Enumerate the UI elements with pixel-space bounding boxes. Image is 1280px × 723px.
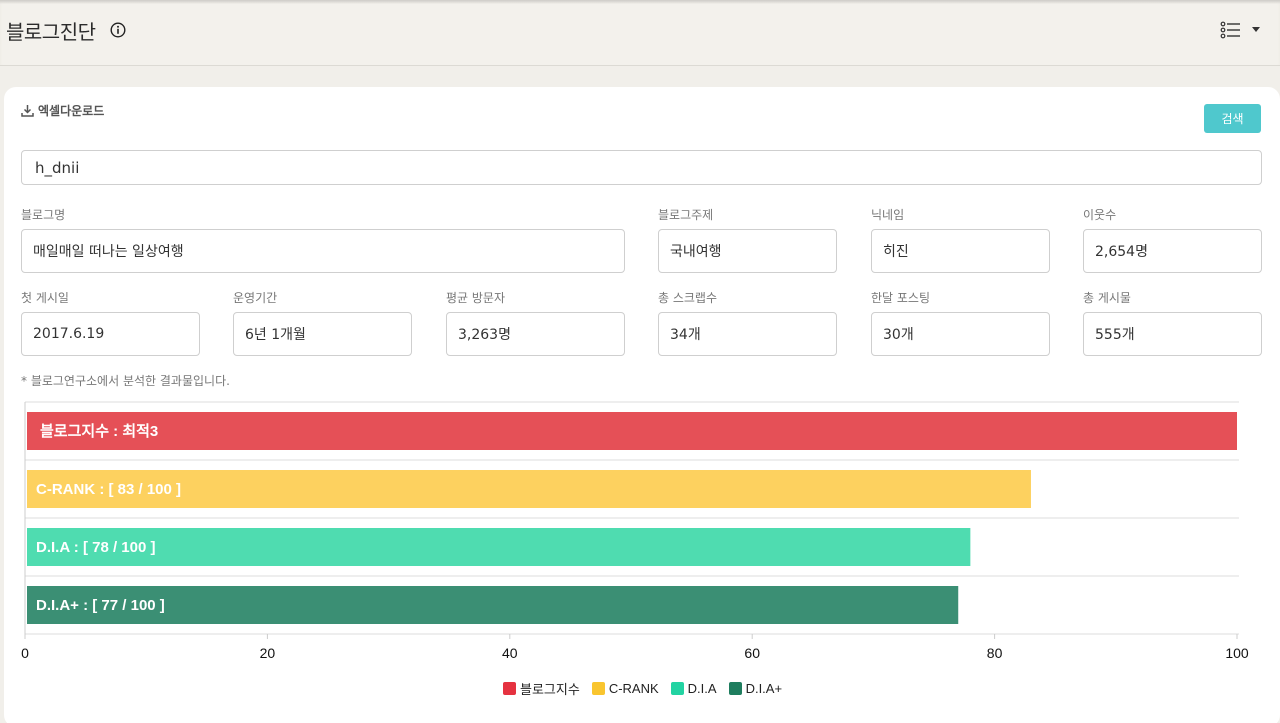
list-icon[interactable] bbox=[1220, 20, 1242, 40]
legend-label: D.I.A+ bbox=[745, 681, 783, 696]
bar-D.I.A+[interactable] bbox=[27, 586, 959, 624]
period-label: 운영기간 bbox=[233, 291, 278, 305]
download-icon bbox=[21, 105, 34, 117]
legend-label: 블로그지수 bbox=[520, 682, 580, 697]
first-post-label: 첫 게시일 bbox=[21, 291, 69, 305]
blog-name-field[interactable]: 매일매일 떠나는 일상여행 bbox=[21, 229, 625, 273]
avg-visitors-field[interactable]: 3,263명 bbox=[446, 312, 625, 356]
chart-svg: 블로그지수 : 최적3 C-RANK : [ 83 / 100 ] D.I.A : … bbox=[21, 401, 1249, 661]
legend-item[interactable]: 블로그지수 bbox=[503, 679, 580, 698]
legend-item[interactable]: C-RANK bbox=[591, 681, 659, 696]
chart-legend: 블로그지수 C-RANK D.I.A D.I.A+ bbox=[503, 679, 782, 698]
legend-label: C-RANK bbox=[608, 681, 659, 696]
x-tick-label: 60 bbox=[744, 645, 760, 661]
caret-down-icon[interactable] bbox=[1252, 27, 1260, 32]
total-posts-field[interactable]: 555개 bbox=[1083, 312, 1262, 356]
nickname-label: 닉네임 bbox=[871, 208, 905, 222]
bar-C-RANK[interactable] bbox=[27, 470, 1031, 508]
bar-D.I.A[interactable] bbox=[27, 528, 971, 566]
legend-label: D.I.A bbox=[687, 681, 717, 696]
x-tick-label: 40 bbox=[502, 645, 518, 661]
x-tick-label: 20 bbox=[260, 645, 276, 661]
legend-item[interactable]: D.I.A bbox=[670, 681, 717, 696]
legend-swatch bbox=[728, 682, 742, 695]
page-title: 블로그진단 bbox=[6, 20, 96, 44]
bar-label: D.I.A : [ 78 / 100 ] bbox=[36, 539, 155, 556]
x-tick-label: 0 bbox=[21, 645, 29, 661]
legend-swatch bbox=[670, 682, 684, 695]
top-shadow bbox=[0, 0, 1280, 4]
scraps-field[interactable]: 34개 bbox=[658, 312, 837, 356]
neighbors-label: 이웃수 bbox=[1083, 208, 1117, 222]
neighbors-field[interactable]: 2,654명 bbox=[1083, 229, 1262, 273]
excel-download-link[interactable]: 엑셀다운로드 bbox=[21, 102, 104, 119]
legend-swatch bbox=[591, 682, 605, 695]
search-button[interactable]: 검색 bbox=[1204, 104, 1261, 133]
bar-label: D.I.A+ : [ 77 / 100 ] bbox=[36, 597, 165, 614]
total-posts-label: 총 게시물 bbox=[1083, 291, 1131, 305]
monthly-posts-label: 한달 포스팅 bbox=[871, 291, 931, 305]
x-tick-label: 100 bbox=[1225, 645, 1249, 661]
bar-label: C-RANK : [ 83 / 100 ] bbox=[36, 481, 181, 498]
top-bar: 블로그진단 bbox=[0, 0, 1280, 66]
legend-swatch bbox=[503, 682, 516, 695]
blog-name-label: 블로그명 bbox=[21, 208, 66, 222]
scraps-label: 총 스크랩수 bbox=[658, 291, 718, 305]
monthly-posts-field[interactable]: 30개 bbox=[871, 312, 1050, 356]
blog-id-input[interactable] bbox=[21, 150, 1262, 185]
blog-topic-label: 블로그주제 bbox=[658, 208, 714, 222]
analysis-note: * 블로그연구소에서 분석한 결과물입니다. bbox=[21, 374, 230, 388]
blog-index-chart: 블로그지수 : 최적3 C-RANK : [ 83 / 100 ] D.I.A : … bbox=[0, 395, 1280, 705]
legend-item[interactable]: D.I.A+ bbox=[728, 681, 783, 696]
first-post-field[interactable]: 2017.6.19 bbox=[21, 312, 200, 356]
period-field[interactable]: 6년 1개월 bbox=[233, 312, 412, 356]
avg-visitors-label: 평균 방문자 bbox=[446, 291, 506, 305]
nickname-field[interactable]: 히진 bbox=[871, 229, 1050, 273]
blog-topic-field[interactable]: 국내여행 bbox=[658, 229, 837, 273]
info-icon[interactable] bbox=[110, 22, 126, 38]
bar-블로그지수[interactable] bbox=[27, 412, 1237, 450]
bar-label: 블로그지수 : 최적3 bbox=[40, 422, 158, 440]
x-tick-label: 80 bbox=[987, 645, 1003, 661]
excel-download-label: 엑셀다운로드 bbox=[38, 104, 105, 118]
